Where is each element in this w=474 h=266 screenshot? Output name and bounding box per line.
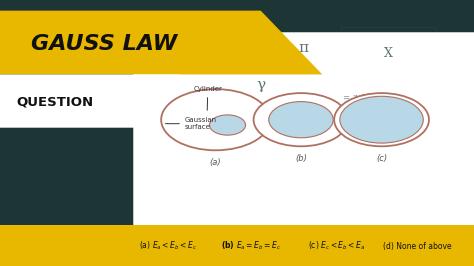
Text: = 3·14159: = 3·14159 xyxy=(343,94,387,102)
Circle shape xyxy=(269,102,333,138)
Circle shape xyxy=(161,89,270,150)
Text: (b): (b) xyxy=(295,154,307,163)
Text: GAUSS LAW: GAUSS LAW xyxy=(31,34,177,54)
Circle shape xyxy=(340,96,423,143)
Circle shape xyxy=(254,93,348,146)
Polygon shape xyxy=(0,74,237,128)
Text: Cylinder: Cylinder xyxy=(193,86,222,110)
Text: (b) $E_a = E_b = E_c$: (b) $E_a = E_b = E_c$ xyxy=(221,240,282,252)
Bar xyxy=(133,32,474,226)
Text: (a): (a) xyxy=(210,158,221,167)
Circle shape xyxy=(210,115,246,135)
Text: (c) $E_c < E_b < E_a$: (c) $E_c < E_b < E_a$ xyxy=(308,240,365,252)
Polygon shape xyxy=(0,11,322,74)
Text: Gaussian
surface: Gaussian surface xyxy=(165,117,217,130)
Text: X: X xyxy=(384,47,393,60)
Circle shape xyxy=(334,93,429,146)
Text: (a) $E_a < E_b < E_c$: (a) $E_a < E_b < E_c$ xyxy=(139,240,197,252)
Text: (d) None of above: (d) None of above xyxy=(383,242,451,251)
Text: π: π xyxy=(298,41,309,55)
Bar xyxy=(0,225,474,266)
Text: (c): (c) xyxy=(376,154,387,163)
Text: 20°: 20° xyxy=(25,27,42,36)
Text: γ: γ xyxy=(256,78,265,92)
Text: QUESTION: QUESTION xyxy=(16,96,93,109)
